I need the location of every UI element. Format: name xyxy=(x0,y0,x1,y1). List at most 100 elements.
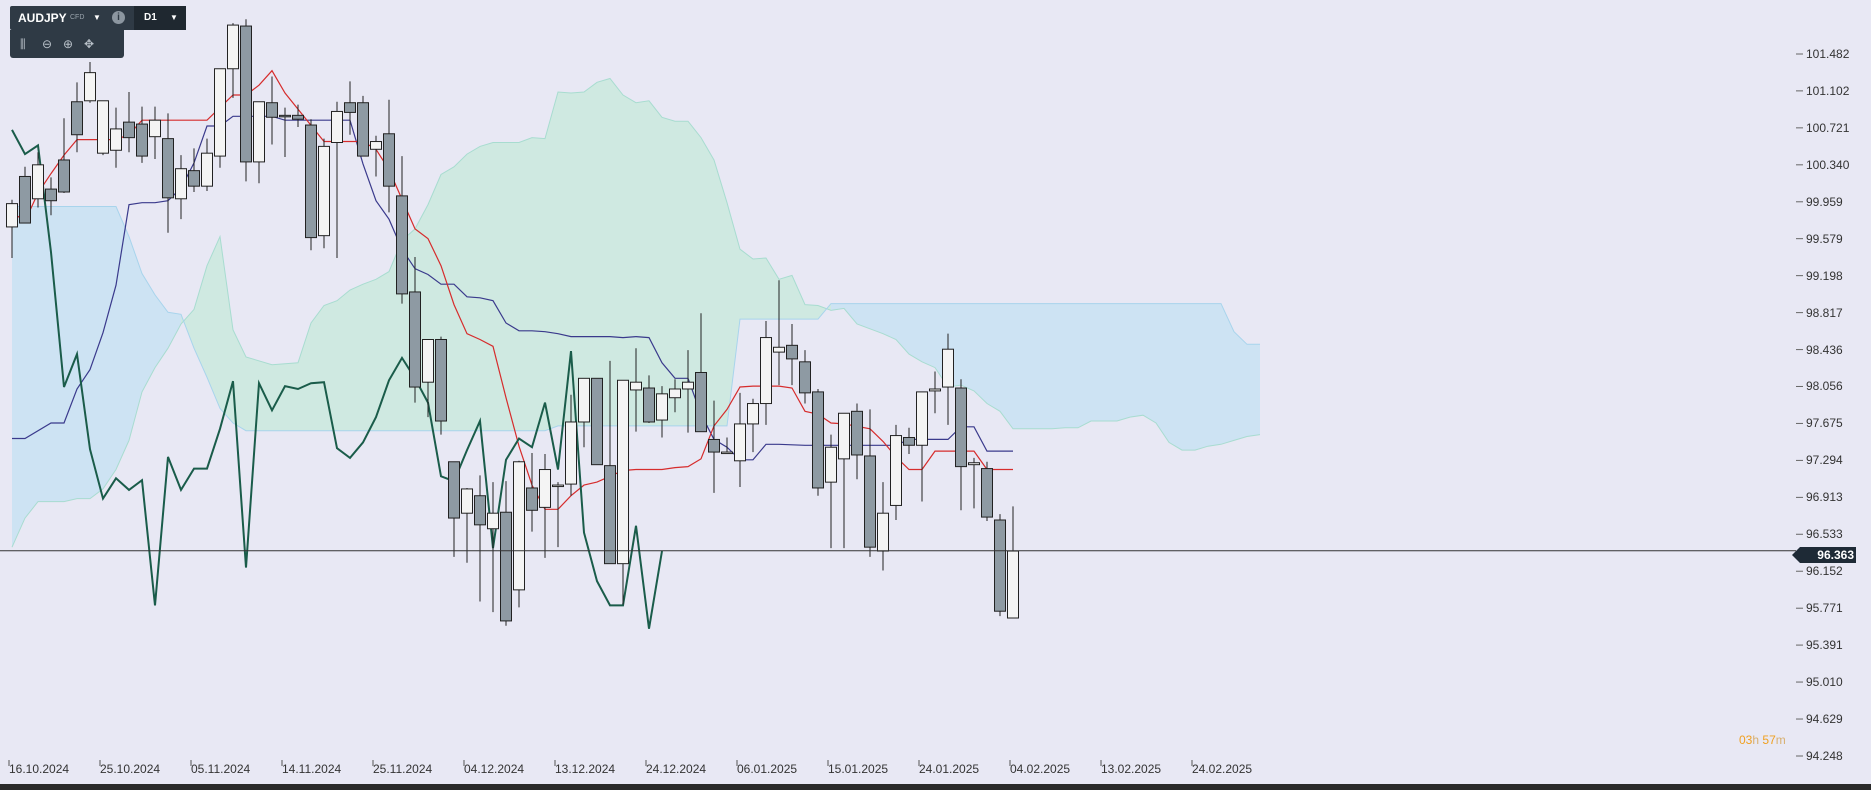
ichimoku-cloud xyxy=(11,77,1261,548)
cloud-segment xyxy=(792,275,805,320)
cloud-segment xyxy=(883,303,896,340)
symbol-name[interactable]: AUDJPY xyxy=(18,11,67,25)
candle xyxy=(240,19,252,182)
candle xyxy=(500,481,512,626)
cloud-segment xyxy=(1026,303,1039,429)
move-icon[interactable]: ✥ xyxy=(84,37,95,51)
candle xyxy=(149,106,161,159)
cloud-segment xyxy=(467,146,480,431)
cloud-segment xyxy=(1234,331,1247,441)
cloud-segment xyxy=(77,206,90,499)
symbol-dropdown-icon[interactable]: ▼ xyxy=(93,13,101,22)
bear-candle-body xyxy=(136,123,148,157)
candle xyxy=(994,514,1006,617)
candle xyxy=(6,199,18,258)
candle xyxy=(396,156,408,304)
candle xyxy=(357,95,369,157)
bear-candle-body xyxy=(240,25,252,163)
cloud-segment xyxy=(662,117,675,426)
candle xyxy=(786,323,798,386)
bull-candle-body xyxy=(877,512,889,552)
bear-candle-body xyxy=(188,170,200,187)
price-tick-label: 94.248 xyxy=(1806,749,1843,763)
candle xyxy=(825,434,837,549)
candle xyxy=(955,379,967,511)
candle xyxy=(422,338,434,418)
price-tick-label: 95.771 xyxy=(1806,601,1843,616)
date-tick-label: 25.11.2024 xyxy=(373,762,433,776)
candle xyxy=(474,475,486,602)
candle xyxy=(643,375,655,423)
candle xyxy=(877,482,889,571)
bear-candle-body xyxy=(71,101,83,136)
candle xyxy=(721,437,733,455)
candle xyxy=(136,106,148,163)
candle xyxy=(253,101,265,184)
bear-candle-body xyxy=(19,175,31,224)
cloud-segment xyxy=(545,92,558,431)
bull-candle-body xyxy=(747,403,759,425)
price-tick-label: 96.913 xyxy=(1806,490,1843,505)
bull-candle-body xyxy=(916,391,928,446)
cloud-segment xyxy=(1221,303,1234,445)
cloud-segment xyxy=(1013,303,1026,429)
bear-candle-body xyxy=(955,387,967,468)
cloud-segment xyxy=(454,154,467,431)
cloud-segment xyxy=(1091,303,1104,422)
cloud-segment xyxy=(337,290,350,431)
candle xyxy=(305,119,317,251)
zoom-in-icon[interactable]: ⊕ xyxy=(63,37,74,51)
zoom-out-icon[interactable]: ⊖ xyxy=(42,37,53,51)
bull-candle-body xyxy=(110,128,122,151)
cloud-segment xyxy=(1117,303,1130,422)
chikou-span-line xyxy=(11,129,663,629)
cloud-segment xyxy=(298,322,311,431)
candle xyxy=(71,82,83,153)
cloud-segment xyxy=(974,303,987,404)
bull-candle-body xyxy=(565,421,577,485)
candle xyxy=(370,135,382,177)
cloud-segment xyxy=(649,100,662,426)
cloud-segment xyxy=(870,303,883,334)
date-tick-label: 15.01.2025 xyxy=(828,762,889,776)
candle xyxy=(968,457,980,509)
price-tick-label: 94.629 xyxy=(1806,712,1843,727)
countdown-minutes: 57 xyxy=(1762,733,1776,747)
bull-candle-body xyxy=(942,348,954,388)
bars-icon[interactable]: ⫼ xyxy=(20,37,26,51)
bear-candle-body xyxy=(500,511,512,622)
candle xyxy=(318,138,330,249)
candle xyxy=(916,391,928,502)
cloud-segment xyxy=(129,236,142,441)
date-tick-label: 24.12.2024 xyxy=(646,762,707,776)
candle xyxy=(266,76,278,145)
cloud-segment xyxy=(1052,303,1065,429)
cloud-segment xyxy=(766,257,779,320)
bull-candle-body xyxy=(773,346,785,353)
bear-candle-body xyxy=(58,159,70,193)
bear-candle-body xyxy=(812,391,824,489)
date-tick-label: 04.12.2024 xyxy=(464,762,525,776)
bear-candle-body xyxy=(474,495,486,526)
cloud-segment xyxy=(155,294,168,368)
info-icon[interactable]: i xyxy=(112,11,125,24)
timeframe-label: D1 xyxy=(144,12,157,23)
cloud-segment xyxy=(532,137,545,431)
date-tick-label: 04.02.2025 xyxy=(1010,762,1071,776)
candle xyxy=(890,424,902,520)
date-tick-label: 14.11.2024 xyxy=(282,762,342,776)
candle xyxy=(110,107,122,168)
bear-candle-body xyxy=(279,114,291,118)
bull-candle-body xyxy=(513,461,525,591)
bear-candle-body xyxy=(292,114,304,120)
cloud-segment xyxy=(896,303,909,355)
bear-candle-body xyxy=(344,102,356,113)
bull-candle-body xyxy=(149,119,161,138)
tools-bar: ⫼ ⊖ ⊕ ✥ xyxy=(10,30,124,58)
timeframe-selector[interactable]: D1 ▼ xyxy=(134,6,186,30)
cloud-segment xyxy=(1156,303,1169,443)
bull-candle-body xyxy=(461,488,473,514)
cloud-segment xyxy=(350,284,363,431)
